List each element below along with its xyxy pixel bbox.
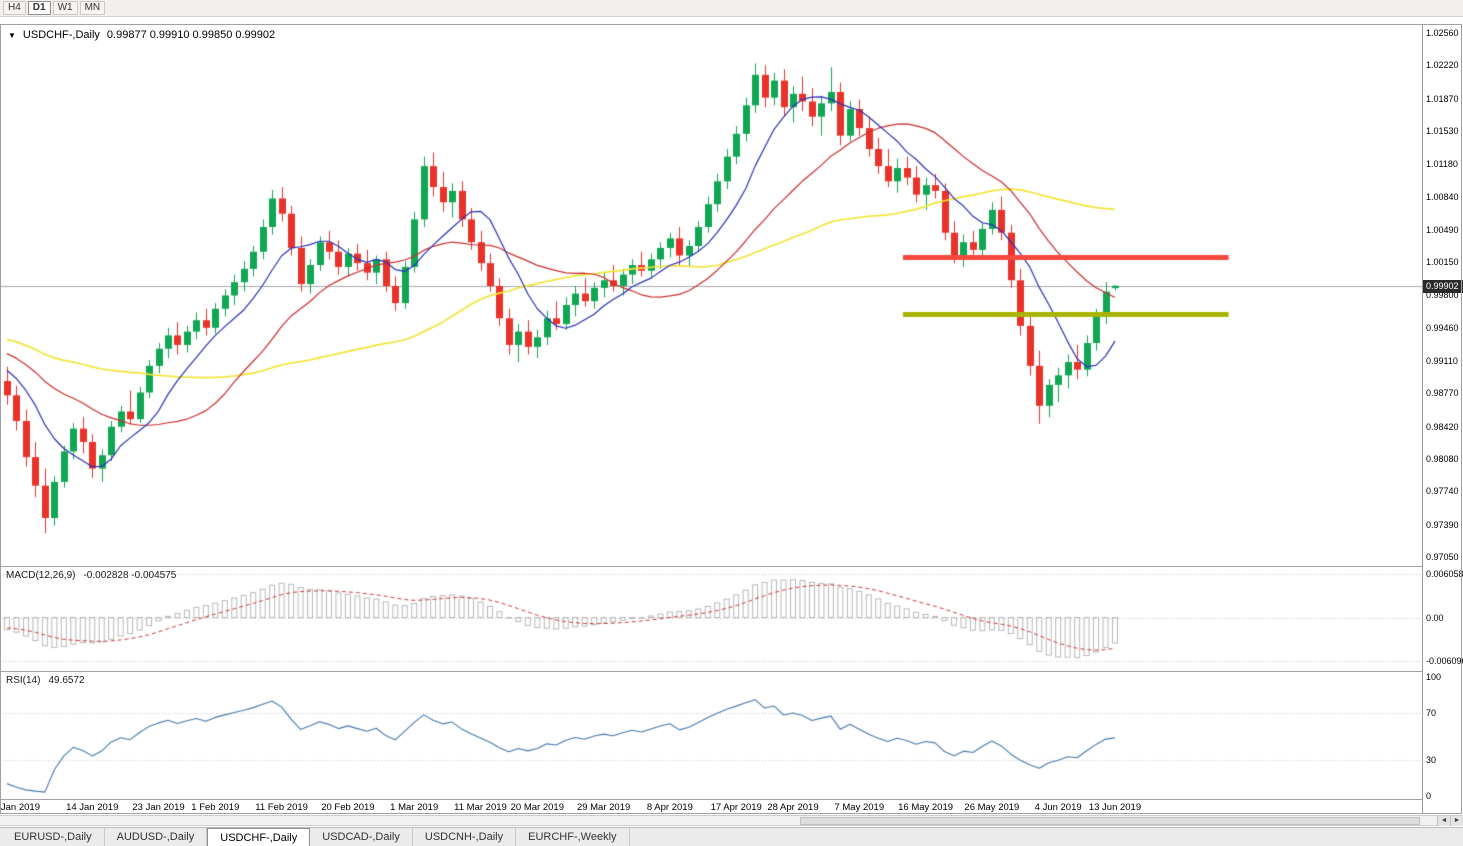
macd-panel[interactable]: MACD(12,26,9) -0.002828 -0.004575: [0, 567, 1422, 671]
macd-canvas[interactable]: [0, 567, 1422, 671]
price-scale-tick: 0.98770: [1426, 388, 1459, 399]
date-label: 7 May 2019: [834, 802, 885, 813]
date-label: 29 Mar 2019: [576, 802, 631, 813]
rsi-scale-tick: 70: [1426, 707, 1437, 718]
tab-eurusd-daily[interactable]: EURUSD-,Daily: [2, 828, 105, 846]
tab-usdchf-daily[interactable]: USDCHF-,Daily: [207, 828, 311, 846]
scrollbar-arrows: ◄ ►: [1437, 816, 1463, 826]
date-label: 28 Apr 2019: [767, 802, 819, 813]
timeframe-button-w1[interactable]: W1: [52, 1, 78, 15]
chart-ohlc-values: 0.99877 0.99910 0.99850 0.99902: [106, 29, 276, 41]
tab-usdcad-daily[interactable]: USDCAD-,Daily: [310, 828, 413, 846]
rsi-scale-tick: 30: [1426, 755, 1437, 766]
price-scale-tick: 1.01530: [1426, 125, 1459, 136]
date-label: 26 May 2019: [964, 802, 1020, 813]
price-chart-canvas[interactable]: [0, 24, 1422, 566]
price-scale-tick: 0.99460: [1426, 322, 1459, 333]
date-label: 13 Jun 2019: [1088, 802, 1142, 813]
price-scale-tick: 0.99110: [1426, 356, 1458, 367]
scroll-left-button[interactable]: ◄: [1437, 816, 1450, 826]
price-scale-tick: 0.99800: [1426, 290, 1459, 301]
rsi-canvas[interactable]: [0, 672, 1422, 799]
panel-resize-handle[interactable]: [0, 566, 1463, 567]
price-scale-tick: 0.98420: [1426, 421, 1459, 432]
panel-resize-handle[interactable]: [0, 671, 1463, 672]
timeframe-button-d1[interactable]: D1: [27, 1, 51, 15]
macd-scale-tick: 0.00: [1426, 612, 1444, 623]
price-scale-tick: 1.02220: [1426, 60, 1459, 71]
price-scale-tick: 0.97740: [1426, 486, 1459, 497]
date-label: 11 Feb 2019: [255, 802, 308, 813]
tab-audusd-daily[interactable]: AUDUSD-,Daily: [105, 828, 208, 846]
date-label: 8 Apr 2019: [646, 802, 693, 813]
price-scale[interactable]: 1.02560 1.02220 1.01870 1.01530 1.01180 1.008…: [1422, 24, 1463, 814]
price-scale-tick: 1.02560: [1426, 28, 1459, 38]
time-axis[interactable]: 4 Jan 2019 14 Jan 2019 23 Jan 2019 1 Feb 20…: [0, 800, 1422, 814]
timeframe-button-h4[interactable]: H4: [3, 1, 26, 15]
timeframe-button-mn[interactable]: MN: [79, 1, 106, 15]
date-label: 1 Mar 2019: [390, 802, 439, 813]
current-price-badge: 0.99902: [1423, 279, 1463, 293]
scrollbar-thumb[interactable]: [800, 817, 1420, 825]
panel-resize-handle[interactable]: [0, 799, 1463, 800]
timeframe-toolbar: H4 D1 W1 MN: [0, 0, 1463, 17]
date-label: 17 Apr 2019: [710, 802, 762, 813]
price-scale-tick: 1.01180: [1426, 159, 1458, 170]
rsi-value: 49.6572: [48, 675, 85, 686]
date-label: 4 Jan 2019: [0, 802, 40, 813]
date-label: 20 Mar 2019: [510, 802, 564, 813]
price-scale-tick: 1.00840: [1426, 191, 1459, 202]
macd-scale-tick: 0.006058: [1426, 569, 1463, 580]
tab-eurchf-weekly[interactable]: EURCHF-,Weekly: [516, 828, 630, 846]
horizontal-scrollbar[interactable]: ◄ ►: [0, 815, 1463, 826]
price-scale-tick: 0.97390: [1426, 519, 1459, 530]
macd-scale-tick: -0.006096: [1426, 655, 1463, 666]
date-label: 20 Feb 2019: [321, 802, 375, 813]
rsi-name: RSI(14): [6, 675, 41, 686]
tab-usdcnh-daily[interactable]: USDCNH-,Daily: [413, 828, 517, 846]
collapse-triangle-icon[interactable]: ▼: [8, 30, 16, 40]
macd-label: MACD(12,26,9) -0.002828 -0.004575: [6, 570, 176, 581]
date-label: 1 Feb 2019: [191, 802, 240, 813]
macd-name: MACD(12,26,9): [6, 570, 76, 581]
chart-symbol-label: USDCHF-,Daily: [22, 29, 100, 41]
scroll-right-button[interactable]: ►: [1450, 816, 1463, 826]
macd-values: -0.002828 -0.004575: [83, 570, 177, 581]
rsi-scale-tick: 100: [1426, 672, 1442, 682]
price-scale-tick: 1.00150: [1426, 257, 1459, 268]
price-chart-panel[interactable]: ▼ USDCHF-,Daily 0.99877 0.99910 0.99850 …: [0, 24, 1422, 566]
price-scale-tick: 1.00490: [1426, 224, 1459, 235]
chart-tab-bar: EURUSD-,Daily AUDUSD-,Daily USDCHF-,Daily U…: [0, 827, 1463, 846]
date-label: 14 Jan 2019: [66, 802, 119, 813]
date-label: 4 Jun 2019: [1034, 802, 1082, 813]
chart-title: ▼ USDCHF-,Daily 0.99877 0.99910 0.99850 …: [8, 29, 275, 41]
price-scale-tick: 0.98080: [1426, 454, 1459, 465]
price-scale-tick: 1.01870: [1426, 93, 1459, 104]
rsi-label: RSI(14) 49.6572: [6, 675, 85, 686]
date-label: 11 Mar 2019: [454, 802, 507, 813]
price-scale-tick: 0.97050: [1426, 552, 1459, 562]
rsi-panel[interactable]: RSI(14) 49.6572: [0, 672, 1422, 799]
date-label: 16 May 2019: [898, 802, 954, 813]
rsi-scale-tick: 0: [1426, 791, 1432, 801]
date-label: 23 Jan 2019: [132, 802, 185, 813]
